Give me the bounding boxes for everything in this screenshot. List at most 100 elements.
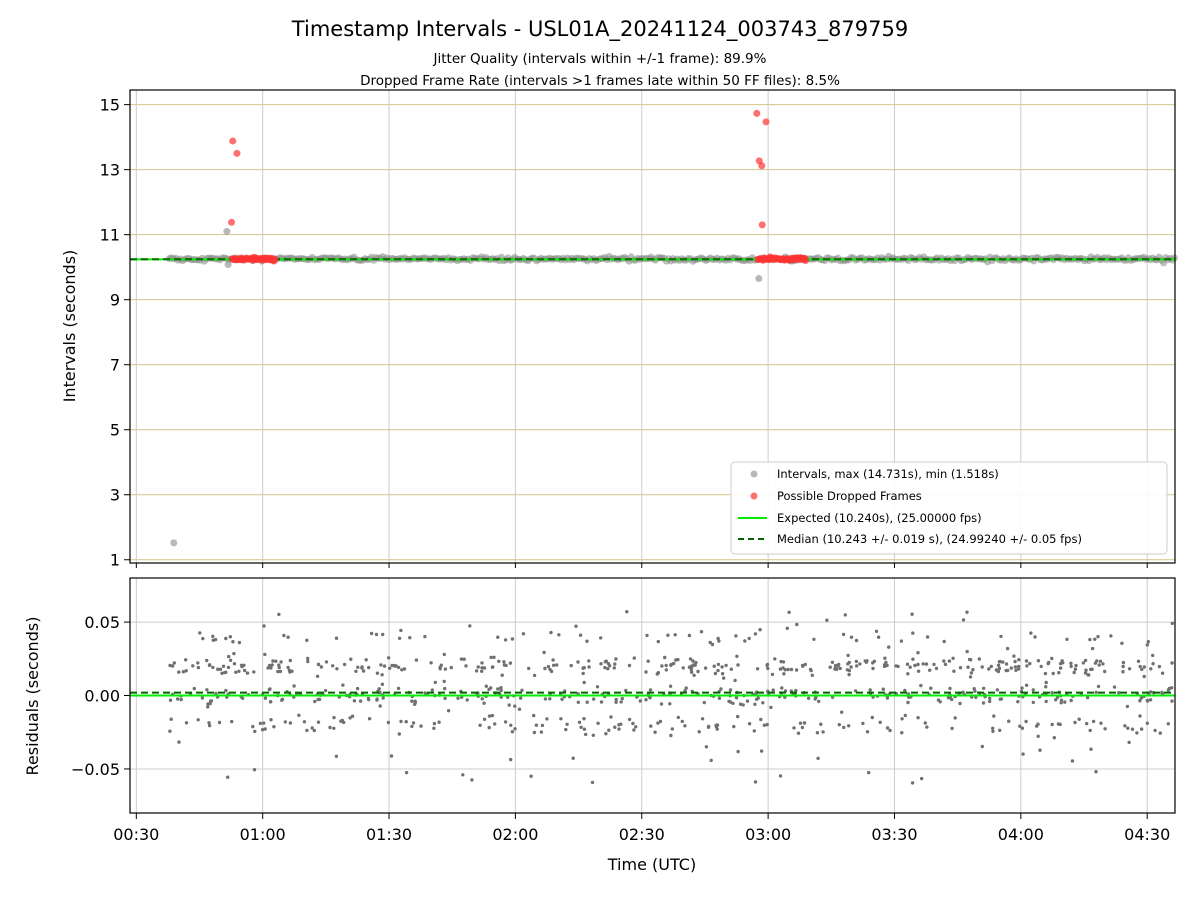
residual-point [950,726,954,731]
residual-point [1139,727,1144,731]
residual-point [513,704,517,708]
residual-point [699,630,704,634]
residual-point [973,689,977,693]
residual-point [669,663,673,667]
legend-expected-label: Expected (10.240s), (25.00000 fps) [777,511,982,525]
residual-point [367,717,372,721]
residual-point [830,660,835,664]
residual-point [297,713,301,717]
residual-point [177,670,181,674]
residual-point [624,688,628,693]
residual-point [1127,740,1131,745]
residual-point [706,725,711,729]
residual-point [380,682,385,686]
residual-point [1024,683,1029,687]
residual-point [692,673,696,677]
residual-point [288,658,292,663]
residual-point [761,701,765,705]
residual-point [1046,661,1050,666]
residual-point [632,728,636,732]
residual-point [1166,722,1171,726]
residual-point [1084,668,1088,672]
residual-point [205,688,209,692]
residual-point [286,665,290,670]
residual-point [1072,670,1076,675]
dropped-frame-cluster-point [802,257,809,264]
x-tick-label-7: 04:00 [998,825,1044,844]
residual-point [1142,665,1147,669]
residual-point [340,718,344,723]
residual-point [316,697,320,702]
residual-point [509,757,513,762]
residual-point [854,638,859,643]
residual-point [168,698,173,702]
residual-point [766,666,770,671]
residual-point [1052,736,1057,740]
residual-point [863,659,867,663]
residual-point [366,696,371,701]
residual-point [430,688,434,692]
residual-point [1170,621,1175,626]
residual-point [855,664,859,668]
residual-point [1020,726,1025,730]
x-tick-label-0: 00:30 [113,825,159,844]
residual-point [736,714,740,719]
residual-point [240,696,245,700]
residual-point [653,730,657,734]
residual-point [270,663,274,667]
residual-point [342,662,347,667]
residual-point [988,696,992,701]
residual-point [923,721,927,725]
residual-point [1097,663,1101,667]
residual-point [729,667,733,671]
residual-point [1012,654,1016,658]
interval-outlier-2 [224,261,232,269]
residual-point [411,721,416,725]
interval-outlier-0 [170,539,178,547]
residual-point [310,726,314,730]
residual-point [617,723,621,727]
residual-point [503,720,508,724]
residual-point [881,687,885,691]
residual-point [861,721,865,726]
residual-point [717,696,722,700]
residual-point [734,696,739,700]
residual-point [689,670,694,674]
residual-point [332,726,336,730]
residual-point [765,662,770,667]
residual-point [919,683,923,688]
residual-point [576,660,580,664]
residual-point [269,666,273,670]
residual-point [936,698,941,702]
residual-point [1101,662,1105,666]
residual-point [577,720,582,724]
residual-point [286,635,290,639]
residual-point [837,723,841,727]
residual-point [846,653,850,658]
residual-point [446,709,451,713]
residual-point [267,663,272,668]
residual-point [237,640,242,645]
residual-point [1170,661,1174,665]
residuals-x-ticks: 00:30 01:00 01:30 02:00 02:30 03:00 03:30 04:00… [113,813,1170,844]
residual-point [211,665,215,670]
residual-point [903,713,907,718]
residual-point [1069,698,1073,703]
residual-point [988,699,992,704]
legend-median-label: Median (10.243 +/- 0.019 s), (24.99240 +… [777,532,1082,546]
residual-point [644,698,648,702]
residual-point [1096,634,1100,639]
residual-point [358,699,363,703]
residual-point [585,639,589,643]
residual-point [1038,748,1042,752]
chart-subtitle-jitter: Jitter Quality (intervals within +/-1 fr… [433,51,767,67]
residual-point [184,658,188,662]
residual-point [854,659,859,664]
residual-point [952,669,956,673]
residual-point [786,667,790,672]
residual-point [529,774,533,778]
residual-point [865,730,870,734]
residual-point [408,636,412,640]
x-tick-label-4: 02:30 [619,825,665,844]
residual-point [582,680,586,685]
